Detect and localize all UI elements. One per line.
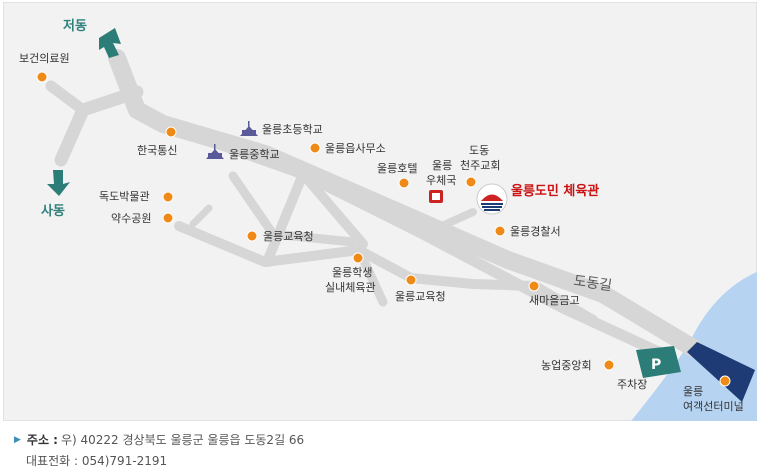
saemaeul-marker <box>528 280 540 292</box>
health-clinic-marker <box>36 71 48 83</box>
education-office-2-marker <box>405 274 417 286</box>
police-label: 울릉경찰서 <box>510 225 561 238</box>
hotel-label: 울릉호텔 <box>377 162 417 175</box>
parking-label: 주차장 <box>617 378 647 391</box>
nonghyup-marker <box>603 359 615 371</box>
church-label-line2: 천주교회 <box>460 158 500 172</box>
education-office-1-marker <box>246 230 258 242</box>
address-label: 주소 : <box>26 433 58 447</box>
student-gym-label-line1: 울릉학생 <box>332 266 372 279</box>
terminal-label-line1: 울릉 <box>683 385 703 398</box>
road-name-label: 도동길 <box>572 273 612 294</box>
hotel-marker <box>398 177 410 189</box>
south-arrow-icon <box>47 170 70 196</box>
north-arrow-icon <box>99 28 121 58</box>
parking-icon: P <box>636 346 681 378</box>
address-value: 우) 40222 경상북도 울릉군 울릉읍 도동2길 66 <box>60 433 305 447</box>
park-marker <box>162 212 174 224</box>
venue-logo-icon <box>476 183 508 215</box>
parking-letter: P <box>651 357 661 373</box>
kt-marker <box>165 126 177 138</box>
north-direction-label: 저동 <box>63 19 87 34</box>
address-row: ▶ 주소 : 우) 40222 경상북도 울릉군 울릉읍 도동2길 66 <box>14 430 754 451</box>
education-office-1-label: 울릉교육청 <box>263 230 314 243</box>
education-office-2-label: 울릉교육청 <box>395 290 446 303</box>
park-label: 약수공원 <box>111 211 151 225</box>
terminal-icon <box>687 342 755 402</box>
location-map: 저동 사동 도동길 보건의료원 울릉초등학교 울릉중학교 한국통신 울릉읍사무소… <box>3 2 757 421</box>
south-direction-label: 사동 <box>41 203 65 219</box>
student-gym-marker <box>352 252 364 264</box>
church-label-line1: 도동 <box>469 144 489 157</box>
terminal-label-line2: 여객선터미널 <box>683 400 744 413</box>
elementary-school-label: 울릉초등학교 <box>262 123 323 136</box>
phone-row: 대표전화 : 054)791-2191 <box>14 451 754 472</box>
kt-label: 한국통신 <box>137 144 177 157</box>
post-office-label-line1: 울릉 <box>432 159 452 172</box>
town-office-label: 울릉읍사무소 <box>325 142 386 155</box>
saemaeul-label: 새마을금고 <box>529 294 580 307</box>
phone-value: 대표전화 : 054)791-2191 <box>26 454 168 468</box>
elementary-school-icon <box>240 121 258 136</box>
student-gym-label-line2: 실내체육관 <box>325 281 376 294</box>
contact-info: ▶ 주소 : 우) 40222 경상북도 울릉군 울릉읍 도동2길 66 대표전… <box>14 430 754 472</box>
town-office-marker <box>309 142 321 154</box>
post-office-icon <box>429 190 443 203</box>
middle-school-icon <box>206 144 224 159</box>
health-clinic-label: 보건의료원 <box>19 52 70 65</box>
church-marker <box>465 176 477 188</box>
venue-name-label: 울릉도민 체육관 <box>511 183 599 199</box>
middle-school-label: 울릉중학교 <box>229 148 280 161</box>
map-places: 보건의료원 울릉초등학교 울릉중학교 한국통신 울릉읍사무소 울릉호텔 울릉 우… <box>19 52 755 413</box>
museum-marker <box>162 191 174 203</box>
museum-label: 독도박물관 <box>99 190 150 203</box>
nonghyup-label: 농업중앙회 <box>541 359 592 372</box>
bullet-icon: ▶ <box>14 435 21 445</box>
police-marker <box>494 225 506 237</box>
post-office-label-line2: 우체국 <box>426 174 456 187</box>
